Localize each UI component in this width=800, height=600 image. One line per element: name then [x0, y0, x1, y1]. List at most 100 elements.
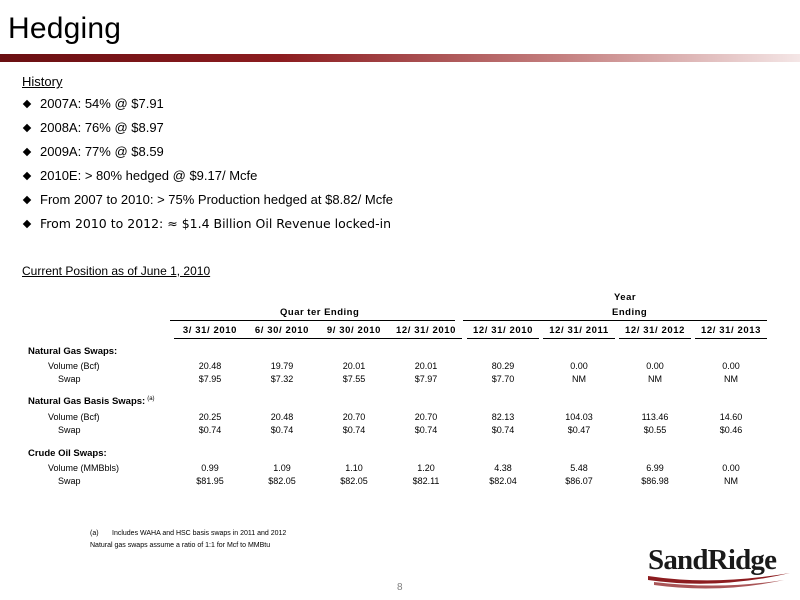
- row-label: Swap: [58, 425, 81, 435]
- row-label: Volume (Bcf): [48, 412, 100, 422]
- table-cell: $7.95: [198, 374, 222, 384]
- history-list: 2007A: 54% @ $7.91 2008A: 76% @ $8.97 20…: [22, 95, 393, 239]
- table-cell: 4.38: [494, 463, 512, 473]
- footnote-reference: (a): [147, 396, 155, 402]
- column-header-rule: [467, 338, 539, 339]
- list-item: 2010E: > 80% hedged @ $9.17/ Mcfe: [22, 167, 393, 191]
- column-header-rule: [543, 338, 615, 339]
- table-cell: $0.74: [491, 425, 515, 435]
- diamond-bullet-icon: [22, 123, 32, 133]
- table-cell: 20.70: [414, 412, 438, 422]
- history-heading: History: [22, 74, 63, 89]
- table-row: Swap $81.95 $82.05 $82.05 $82.11 $82.04 $86.07…: [22, 476, 767, 489]
- column-header-rule: [390, 338, 462, 339]
- column-header: 12/ 31/ 2011: [549, 325, 609, 336]
- table-cell: 113.46: [641, 412, 669, 422]
- table-cell: 0.00: [722, 361, 740, 371]
- table-cell: $0.74: [414, 425, 438, 435]
- page-number: 8: [397, 582, 403, 593]
- column-header-rule: [695, 338, 767, 339]
- table-row: Swap $0.74 $0.74 $0.74 $0.74 $0.74 $0.47 $0.55 $…: [22, 425, 767, 438]
- table-cell: 20.48: [270, 412, 294, 422]
- page-title: Hedging: [8, 12, 122, 45]
- table-cell: 1.20: [417, 463, 435, 473]
- quarter-group-rule: [170, 320, 455, 321]
- table-row: Swap $7.95 $7.32 $7.55 $7.97 $7.70 NM NM NM: [22, 374, 767, 387]
- logo-swoosh: [648, 573, 790, 584]
- table-cell: 0.00: [570, 361, 588, 371]
- table-cell: 5.48: [570, 463, 588, 473]
- footnote-b: Natural gas swaps assume a ratio of 1:1 …: [90, 542, 271, 549]
- section-label: Natural Gas Basis Swaps: (a): [28, 396, 155, 408]
- table-cell: $0.74: [270, 425, 294, 435]
- table-cell: $86.07: [565, 476, 593, 486]
- list-item: From 2007 to 2010: > 75% Production hedg…: [22, 191, 393, 215]
- table-cell: 14.60: [719, 412, 743, 422]
- section-label: Crude Oil Swaps:: [28, 448, 107, 459]
- table-cell: $0.47: [567, 425, 591, 435]
- column-header: 12/ 31/ 2012: [624, 325, 686, 336]
- column-header: 12/ 31/ 2013: [700, 325, 762, 336]
- section-header-row: Crude Oil Swaps:: [22, 448, 767, 461]
- row-label: Swap: [58, 476, 81, 486]
- section-header-row: Natural Gas Basis Swaps: (a): [22, 396, 767, 409]
- column-header-rule: [246, 338, 318, 339]
- table-cell: $82.05: [268, 476, 296, 486]
- current-position-heading: Current Position as of June 1, 2010: [22, 264, 211, 278]
- table-cell: $7.55: [342, 374, 366, 384]
- table-cell: 104.03: [565, 412, 593, 422]
- table-cell: 0.00: [646, 361, 664, 371]
- footnotes: (a) Includes WAHA and HSC basis swaps in …: [90, 528, 286, 552]
- table-cell: 1.09: [273, 463, 291, 473]
- table-cell: NM: [648, 374, 662, 384]
- row-label: Volume (Bcf): [48, 361, 100, 371]
- table-cell: $0.55: [643, 425, 667, 435]
- table-cell: 19.79: [270, 361, 294, 371]
- table-row: Volume (Bcf) 20.25 20.48 20.70 20.70 82.13 104…: [22, 412, 767, 425]
- quarter-group-header: Quar ter Ending: [280, 307, 360, 318]
- column-header: 6/ 30/ 2010: [254, 325, 310, 336]
- column-header: 12/ 31/ 2010: [395, 325, 457, 336]
- table-cell: $0.74: [342, 425, 366, 435]
- table-cell: 6.99: [646, 463, 664, 473]
- table-cell: $82.04: [489, 476, 517, 486]
- table-row: Volume (Bcf) 20.48 19.79 20.01 20.01 80.29 0.0…: [22, 361, 767, 374]
- column-header-rule: [174, 338, 246, 339]
- column-header-rule: [318, 338, 390, 339]
- row-label: Swap: [58, 374, 81, 384]
- section-label: Natural Gas Swaps:: [28, 346, 118, 357]
- table-cell: $7.70: [491, 374, 515, 384]
- table-cell: $0.74: [198, 425, 222, 435]
- list-item: 2007A: 54% @ $7.91: [22, 95, 393, 119]
- column-header: 3/ 31/ 2010: [182, 325, 238, 336]
- diamond-bullet-icon: [22, 195, 32, 205]
- diamond-bullet-icon: [22, 147, 32, 157]
- list-item: From 2010 to 2012: ≈ $1.4 Billion Oil Re…: [22, 215, 393, 239]
- footnote-a: (a) Includes WAHA and HSC basis swaps in …: [90, 530, 287, 537]
- year-ending-header: Ending: [612, 307, 648, 318]
- table-cell: 0.00: [722, 463, 740, 473]
- list-item: 2009A: 77% @ $8.59: [22, 143, 393, 167]
- logo-swoosh-lower: [654, 580, 784, 589]
- table-cell: 20.48: [198, 361, 222, 371]
- title-divider: [0, 54, 800, 62]
- diamond-bullet-icon: [22, 219, 32, 229]
- diamond-bullet-icon: [22, 171, 32, 181]
- table-cell: 82.13: [491, 412, 515, 422]
- year-group-rule: [463, 320, 767, 321]
- list-item: 2008A: 76% @ $8.97: [22, 119, 393, 143]
- table-row: Volume (MMBbls) 0.99 1.09 1.10 1.20 4.38 5.48 6…: [22, 463, 767, 476]
- column-header: 12/ 31/ 2010: [472, 325, 534, 336]
- table-cell: $7.97: [414, 374, 438, 384]
- row-label: Volume (MMBbls): [48, 463, 120, 473]
- table-cell: 1.10: [345, 463, 363, 473]
- table-cell: $82.11: [412, 476, 440, 486]
- table-cell: NM: [724, 476, 738, 486]
- section-header-row: Natural Gas Swaps:: [22, 346, 767, 359]
- table-cell: 20.70: [342, 412, 366, 422]
- table-cell: 0.99: [201, 463, 219, 473]
- table-cell: $86.98: [641, 476, 669, 486]
- table-cell: 20.25: [198, 412, 222, 422]
- column-header: 9/ 30/ 2010: [326, 325, 382, 336]
- diamond-bullet-icon: [22, 99, 32, 109]
